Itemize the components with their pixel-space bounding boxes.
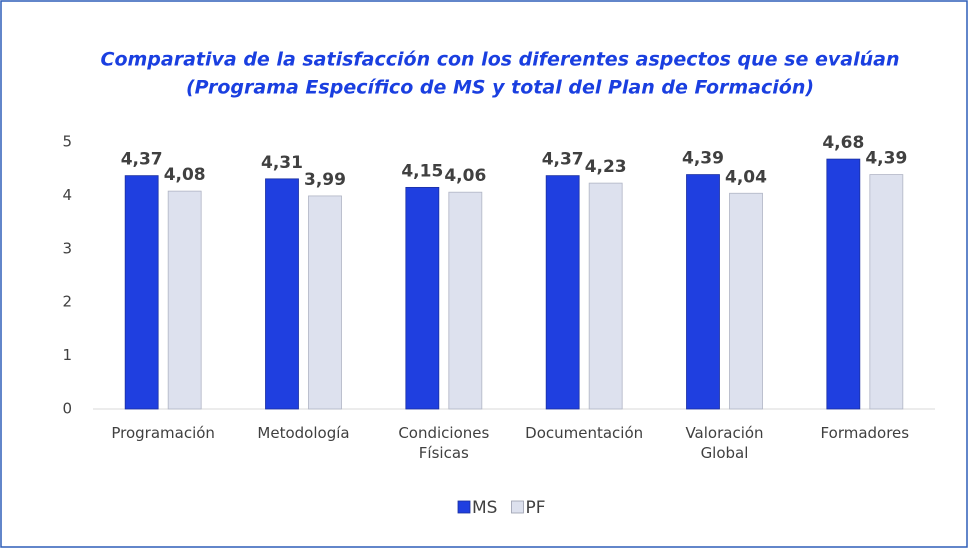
y-tick-label: 3 (62, 239, 72, 257)
bar (167, 190, 202, 410)
bar (124, 175, 159, 410)
legend-swatch (511, 500, 524, 514)
data-label: 4,23 (585, 157, 627, 177)
data-label: 4,39 (865, 149, 907, 169)
data-label: 4,37 (121, 150, 163, 170)
bar (686, 174, 720, 410)
bar (588, 182, 623, 410)
bar (869, 174, 904, 410)
bar (265, 178, 299, 410)
x-tick-label: Formadores (820, 424, 910, 442)
bar (308, 195, 342, 410)
y-tick-label: 0 (62, 400, 72, 418)
x-tick-label: Valoración Global (685, 424, 764, 462)
y-tick-label: 1 (62, 346, 72, 364)
data-label: 4,68 (822, 133, 864, 153)
data-label: 3,99 (304, 170, 346, 190)
data-label: 4,31 (261, 153, 303, 173)
x-tick-label: Documentación (525, 424, 644, 442)
data-label: 4,37 (542, 150, 584, 170)
data-label: 4,04 (725, 167, 767, 187)
bar (545, 175, 580, 410)
bar (729, 192, 763, 410)
x-tick-label: Programación (111, 424, 215, 442)
data-label: 4,06 (444, 166, 486, 186)
data-label: 4,39 (682, 149, 724, 169)
data-label: 4,15 (401, 161, 443, 181)
x-tick-label: Metodología (257, 424, 350, 442)
y-tick-label: 5 (62, 133, 72, 151)
legend-label: PF (525, 498, 545, 518)
x-tick-label: Condiciones Físicas (398, 424, 490, 462)
y-tick-label: 4 (62, 186, 72, 204)
bar (405, 186, 440, 410)
chart-title: Comparativa de la satisfacción con los d… (101, 49, 900, 71)
legend-label: MS (472, 498, 497, 518)
y-tick-label: 2 (62, 293, 72, 311)
data-label: 4,08 (164, 165, 206, 185)
chart-subtitle: (Programa Específico de MS y total del P… (186, 77, 814, 99)
bar (448, 191, 483, 410)
legend-swatch (457, 500, 471, 514)
bar (826, 158, 861, 410)
